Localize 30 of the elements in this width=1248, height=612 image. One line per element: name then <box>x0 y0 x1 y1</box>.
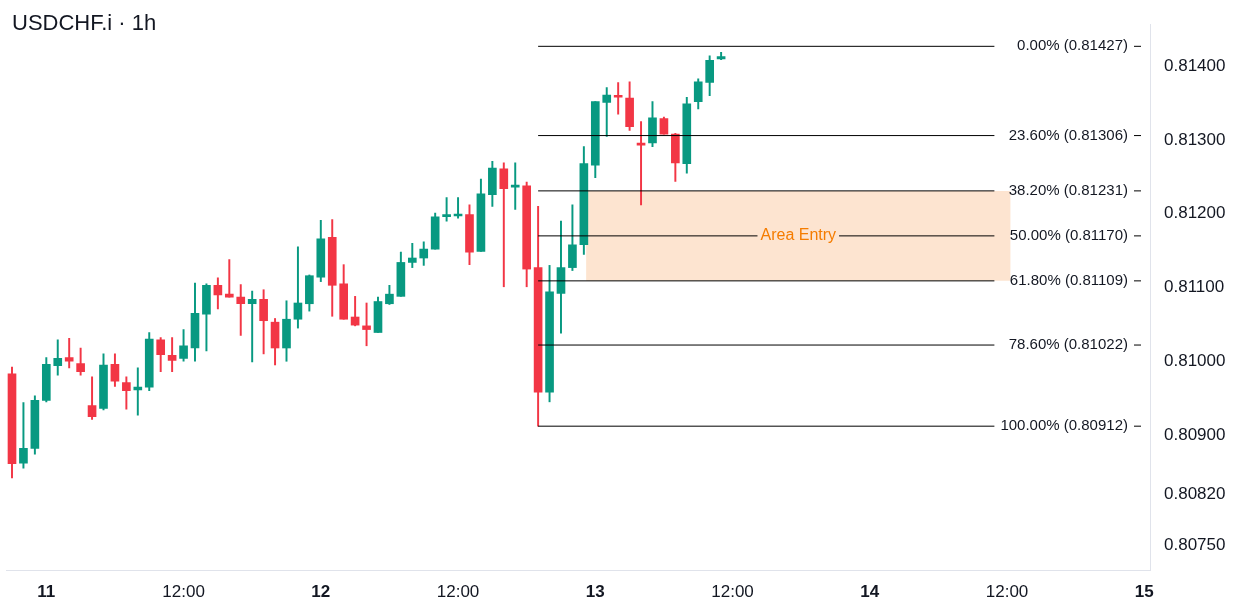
x-tick-label: 12:00 <box>985 581 1029 601</box>
y-tick-label: 0.80820 <box>1164 483 1226 503</box>
candlestick <box>362 302 371 347</box>
ref-line-label: 38.20% (0.81231) <box>1008 181 1128 199</box>
x-tick-label: 13 <box>585 581 605 601</box>
ref-line-label: 78.60% (0.81022) <box>1008 335 1128 353</box>
y-tick-label: 0.81200 <box>1164 203 1226 223</box>
y-tick-label: 0.80900 <box>1164 424 1226 444</box>
x-tick-label: 12 <box>311 581 331 601</box>
ref-line-label: 100.00% (0.80912) <box>1000 416 1128 434</box>
x-tick-label: 12:00 <box>162 581 205 601</box>
ref-line-label: 50.00% (0.81170) <box>1009 226 1128 244</box>
x-tick-label: 15 <box>1134 581 1154 601</box>
ref-line-label: 61.80% (0.81109) <box>1009 271 1128 289</box>
y-tick-label: 0.81000 <box>1164 350 1226 370</box>
candlestick <box>613 82 623 115</box>
candlestick <box>247 290 257 363</box>
ref-line-label: 0.00% (0.81427) <box>1017 36 1128 54</box>
band-label: Area Entry <box>760 226 837 244</box>
x-tick-label: 11 <box>37 581 56 601</box>
x-tick-label: 12:00 <box>711 581 754 601</box>
candlestick <box>510 162 520 210</box>
y-tick-label: 0.81300 <box>1164 129 1226 149</box>
x-tick-label: 12:00 <box>436 581 480 601</box>
y-tick-label: 0.81400 <box>1164 55 1226 75</box>
chart-title: USDCHF.i · 1h <box>12 10 157 36</box>
y-tick-label: 0.80750 <box>1164 535 1226 555</box>
y-tick-label: 0.81100 <box>1164 277 1225 297</box>
ref-line-label: 23.60% (0.81306) <box>1008 125 1128 143</box>
x-tick-label: 14 <box>860 581 880 601</box>
